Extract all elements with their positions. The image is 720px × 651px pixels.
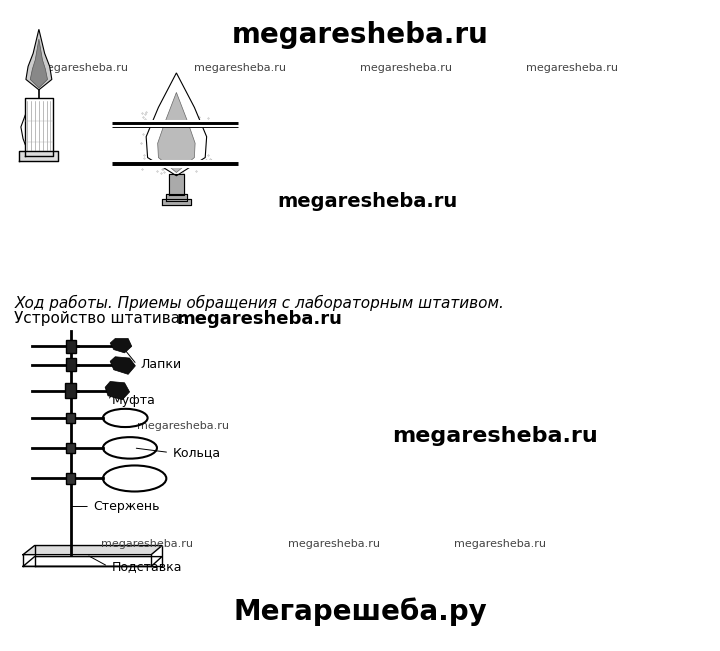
Bar [66,443,75,453]
Polygon shape [166,194,187,201]
Bar [65,383,76,398]
Polygon shape [26,29,52,90]
Polygon shape [158,92,195,173]
Polygon shape [105,381,130,400]
Polygon shape [19,151,58,161]
Text: Ход работы. Приемы обращения с лабораторным штативом.: Ход работы. Приемы обращения с лаборатор… [14,295,504,311]
Text: megaresheba.ru: megaresheba.ru [277,192,457,212]
Text: Лапки: Лапки [140,358,181,371]
Text: megaresheba.ru: megaresheba.ru [288,538,380,549]
Text: megaresheba.ru: megaresheba.ru [176,310,342,328]
Text: Кольца: Кольца [173,446,221,459]
Text: Подставка: Подставка [112,560,182,573]
Text: megaresheba.ru: megaresheba.ru [36,63,128,74]
Bar [66,340,76,353]
Bar [66,473,75,484]
Text: megaresheba.ru: megaresheba.ru [232,21,488,49]
Text: megaresheba.ru: megaresheba.ru [137,421,229,432]
Polygon shape [146,73,207,176]
Text: megaresheba.ru: megaresheba.ru [454,538,546,549]
Bar [66,413,75,423]
Text: megaresheba.ru: megaresheba.ru [194,63,287,74]
Bar [66,358,76,371]
Text: Муфта: Муфта [112,394,156,407]
Polygon shape [169,174,184,195]
Text: megaresheba.ru: megaresheba.ru [360,63,452,74]
Polygon shape [23,555,151,566]
Polygon shape [25,98,53,156]
Polygon shape [110,357,135,374]
Text: Стержень: Стержень [94,500,160,513]
Text: Устройство штатива:: Устройство штатива: [14,311,195,327]
Polygon shape [162,199,191,205]
Text: Мегарешеба.ру: Мегарешеба.ру [233,598,487,626]
Text: megaresheba.ru: megaresheba.ru [392,426,598,446]
Text: megaresheba.ru: megaresheba.ru [526,63,618,74]
Polygon shape [23,546,162,555]
Text: megaresheba.ru: megaresheba.ru [101,538,193,549]
Polygon shape [30,39,48,88]
Polygon shape [110,339,132,353]
